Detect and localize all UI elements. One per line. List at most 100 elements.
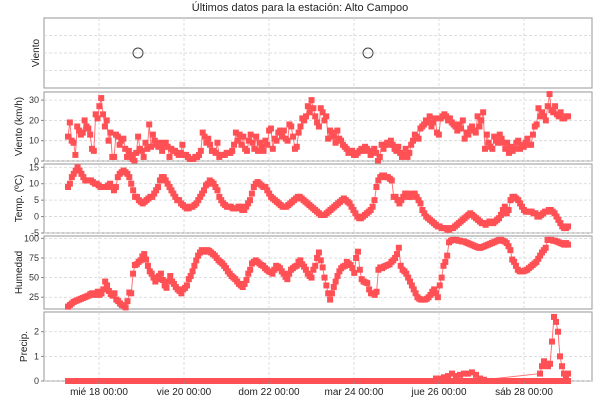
x-tick-label: jue 26 00:00 xyxy=(410,387,466,398)
data-point xyxy=(146,121,153,128)
data-point xyxy=(396,200,403,207)
data-point xyxy=(498,135,505,142)
data-point xyxy=(231,141,238,148)
data-point xyxy=(565,113,571,120)
data-point xyxy=(551,210,558,217)
data-point xyxy=(163,284,170,291)
data-point xyxy=(330,284,337,291)
data-point xyxy=(557,353,563,360)
data-point xyxy=(137,257,144,264)
data-point xyxy=(407,193,414,200)
data-point xyxy=(353,254,360,261)
data-point xyxy=(532,210,539,217)
data-point xyxy=(465,131,472,138)
data-point xyxy=(555,216,562,223)
data-point xyxy=(103,117,110,124)
data-point xyxy=(187,273,194,280)
data-point xyxy=(167,273,174,280)
data-point xyxy=(245,270,252,277)
data-point xyxy=(387,137,394,144)
data-point xyxy=(189,268,196,275)
data-point xyxy=(96,103,103,110)
data-point xyxy=(529,131,536,138)
data-point xyxy=(453,373,459,380)
y-axis-label: Precip. xyxy=(19,331,30,362)
y-tick-label: 50 xyxy=(29,273,39,283)
data-point xyxy=(240,133,247,140)
data-point xyxy=(393,251,400,258)
y-tick-label: 5 xyxy=(34,195,39,205)
data-point xyxy=(417,200,424,207)
data-point xyxy=(199,190,206,197)
data-point xyxy=(457,371,463,378)
data-point xyxy=(312,262,319,269)
data-point xyxy=(386,141,393,148)
data-point xyxy=(197,193,204,200)
data-point xyxy=(247,266,254,273)
data-point xyxy=(437,375,443,382)
data-point xyxy=(415,197,422,204)
data-point xyxy=(332,139,339,146)
data-point xyxy=(293,262,300,269)
data-point xyxy=(248,190,255,197)
data-point xyxy=(520,143,527,150)
data-point xyxy=(105,137,112,144)
data-point xyxy=(469,123,476,130)
data-point xyxy=(452,123,459,130)
data-point xyxy=(565,223,571,230)
data-point xyxy=(537,113,544,120)
data-point xyxy=(349,265,356,272)
y-axis-label: Humedad xyxy=(14,251,25,294)
data-point xyxy=(241,207,248,213)
data-point xyxy=(542,117,549,124)
data-point xyxy=(124,170,131,177)
data-point xyxy=(327,296,334,303)
data-point xyxy=(392,254,399,261)
data-point xyxy=(193,257,200,264)
data-point xyxy=(519,203,526,210)
data-point xyxy=(539,363,545,370)
data-point xyxy=(149,193,156,200)
data-point xyxy=(408,141,415,148)
y-axis-label: Temp. (ºC) xyxy=(14,175,25,223)
data-point xyxy=(499,207,506,213)
data-point xyxy=(557,220,564,227)
data-point xyxy=(373,184,380,190)
data-point xyxy=(70,170,77,177)
data-point xyxy=(116,141,123,148)
data-point xyxy=(288,123,295,130)
data-point xyxy=(269,145,276,152)
y-tick-label: 0 xyxy=(34,156,39,166)
data-point xyxy=(392,193,399,200)
data-point xyxy=(517,200,524,207)
data-point xyxy=(271,266,278,273)
data-point xyxy=(502,145,509,152)
data-point xyxy=(68,174,75,181)
data-point xyxy=(128,180,135,187)
data-point xyxy=(301,117,308,124)
data-point xyxy=(290,133,297,140)
data-point xyxy=(236,131,243,138)
data-point xyxy=(541,113,548,120)
data-point xyxy=(199,129,206,136)
data-point xyxy=(434,294,441,301)
data-point xyxy=(376,153,383,160)
data-point xyxy=(515,197,522,204)
data-point xyxy=(306,109,313,116)
data-point xyxy=(66,119,73,126)
data-point xyxy=(433,290,440,297)
data-point xyxy=(216,193,223,200)
data-point xyxy=(162,177,169,184)
data-point xyxy=(433,375,439,382)
data-point xyxy=(413,193,420,200)
data-point xyxy=(350,207,357,213)
data-point xyxy=(373,288,380,295)
data-point xyxy=(243,147,250,154)
data-point xyxy=(489,145,496,152)
data-point xyxy=(78,170,85,177)
data-point xyxy=(207,141,214,148)
data-point xyxy=(302,266,309,273)
data-point xyxy=(459,117,466,124)
data-point xyxy=(341,262,348,269)
